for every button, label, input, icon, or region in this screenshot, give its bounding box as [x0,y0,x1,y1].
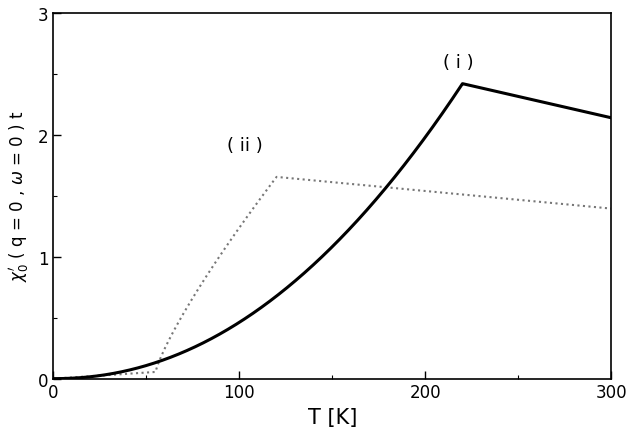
Text: ( ii ): ( ii ) [227,137,262,155]
X-axis label: T [K]: T [K] [307,407,357,427]
Text: ( i ): ( i ) [443,54,474,72]
Y-axis label: $\chi_0^{\prime}$ ( q = 0 , $\omega$ = 0 ) t: $\chi_0^{\prime}$ ( q = 0 , $\omega$ = 0… [7,111,31,282]
